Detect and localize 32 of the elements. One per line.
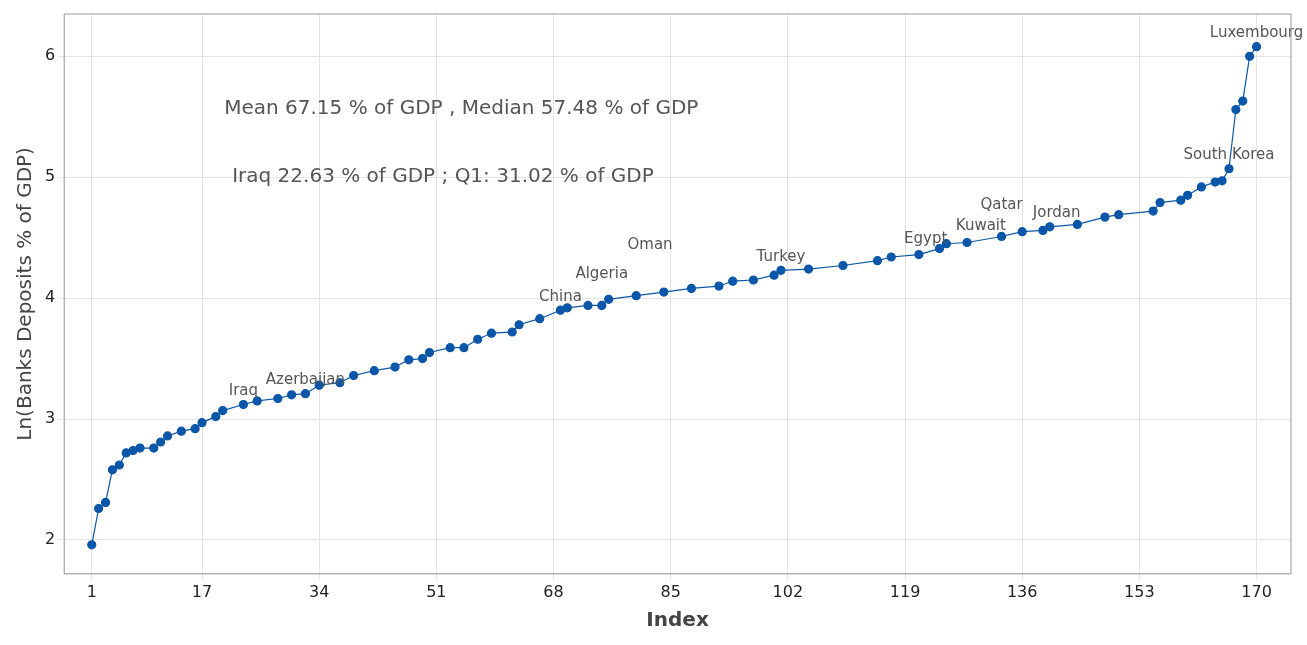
x-tick-label: 170	[1241, 581, 1272, 601]
x-axis-title: Index	[646, 607, 709, 632]
y-tick-label: 6	[44, 45, 56, 65]
annotation: Jordan	[1031, 203, 1081, 222]
y-tick-label: 5	[44, 166, 56, 186]
annotation: Turkey	[755, 246, 806, 265]
y-axis-title: Ln(Banks Deposits % of GDP)	[12, 147, 37, 441]
annotation: Qatar	[980, 194, 1024, 213]
annotation: China	[538, 286, 582, 305]
x-tick-label: 68	[543, 581, 564, 601]
annotation: Egypt	[904, 228, 948, 247]
y-tick-label: 3	[44, 408, 56, 428]
annotation: South Korea	[1183, 145, 1275, 164]
x-tick-label: 1	[86, 581, 97, 601]
x-tick-label: 34	[309, 581, 330, 601]
x-tick-label: 119	[889, 581, 921, 601]
x-tick-label: 153	[1124, 581, 1155, 601]
x-tick-label: 85	[660, 581, 681, 601]
y-tick-label: 2	[44, 529, 56, 549]
annotation: Iraq 22.63 % of GDP ; Q1: 31.02 % of GDP	[232, 163, 654, 188]
x-tick-label: 136	[1006, 581, 1038, 601]
x-tick-label: 102	[772, 581, 804, 601]
x-tick-label: 17	[191, 581, 213, 601]
annotation: Mean 67.15 % of GDP , Median 57.48 % of GDP	[224, 95, 699, 120]
annotation: Azerbaijan	[265, 370, 346, 389]
x-tick-label: 51	[426, 581, 447, 601]
annotation: Kuwait	[955, 216, 1007, 235]
annotation: Algeria	[575, 263, 629, 282]
annotation: Iraq	[228, 380, 259, 399]
annotation: Luxembourg	[1209, 23, 1304, 42]
y-tick-label: 4	[44, 287, 56, 307]
annotation: Oman	[627, 234, 673, 253]
